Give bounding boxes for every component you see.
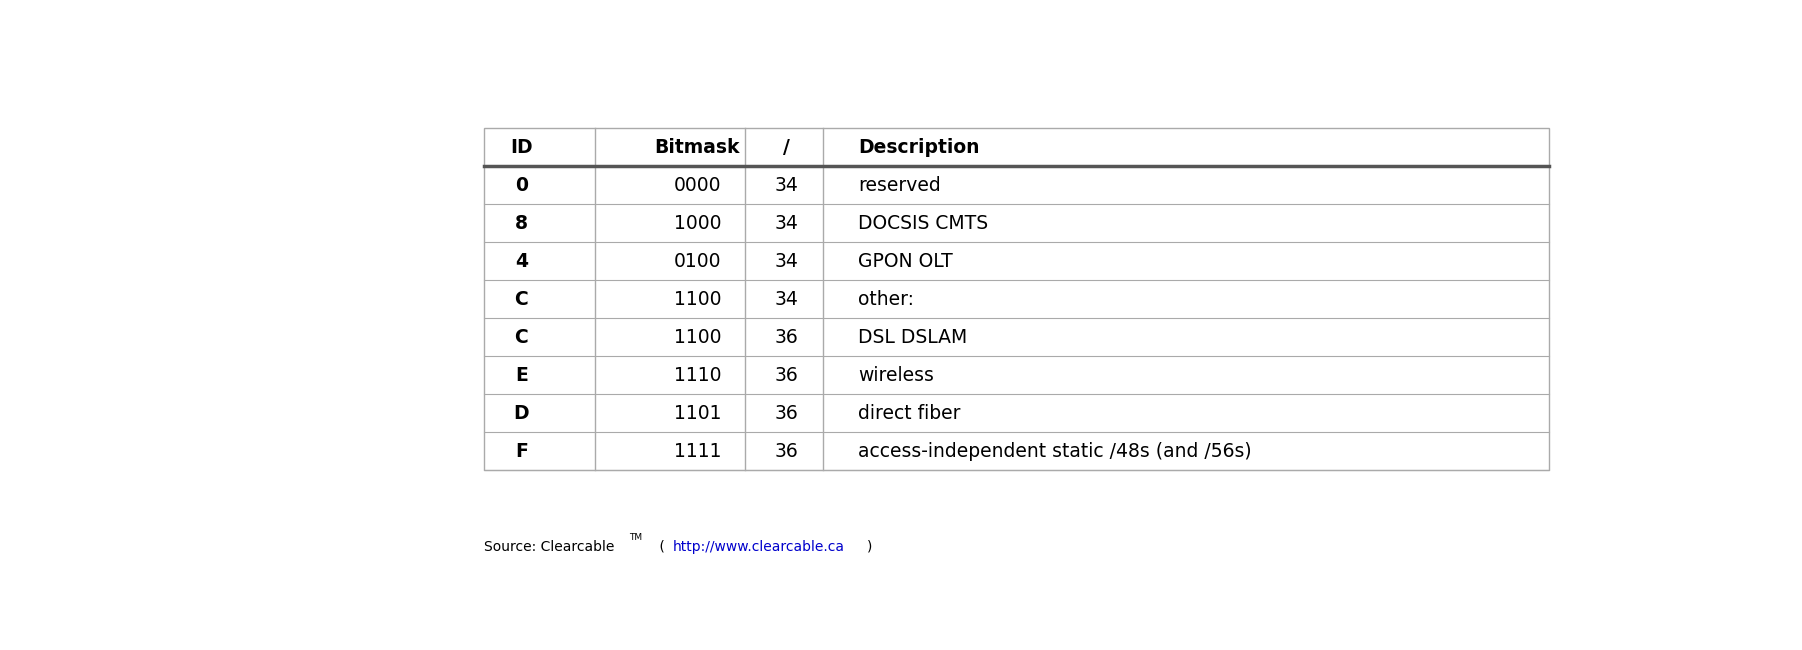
Text: 0100: 0100 <box>674 252 721 270</box>
Text: 34: 34 <box>775 252 798 270</box>
Text: 34: 34 <box>775 290 798 309</box>
Text: 36: 36 <box>775 442 798 461</box>
Text: direct fiber: direct fiber <box>858 404 960 423</box>
Bar <box>483 128 1550 471</box>
Text: 36: 36 <box>775 366 798 385</box>
Text: other:: other: <box>858 290 914 309</box>
Text: 34: 34 <box>775 214 798 233</box>
Text: ID: ID <box>510 138 533 157</box>
Text: 1000: 1000 <box>674 214 721 233</box>
Text: TM: TM <box>629 533 643 542</box>
Text: 36: 36 <box>775 404 798 423</box>
Text: 1101: 1101 <box>674 404 721 423</box>
Text: 0: 0 <box>515 176 528 194</box>
Text: GPON OLT: GPON OLT <box>858 252 953 270</box>
Text: 1100: 1100 <box>674 328 721 346</box>
Text: Bitmask: Bitmask <box>654 138 741 157</box>
Text: C: C <box>514 328 528 346</box>
Text: DOCSIS CMTS: DOCSIS CMTS <box>858 214 987 233</box>
Text: DSL DSLAM: DSL DSLAM <box>858 328 968 346</box>
Text: Source: Clearcable: Source: Clearcable <box>483 540 614 554</box>
Text: E: E <box>515 366 528 385</box>
Text: D: D <box>514 404 530 423</box>
Text: wireless: wireless <box>858 366 933 385</box>
Text: 36: 36 <box>775 328 798 346</box>
Text: C: C <box>514 290 528 309</box>
Text: reserved: reserved <box>858 176 941 194</box>
Text: /: / <box>784 138 789 157</box>
Text: access-independent static /48s (and /56s): access-independent static /48s (and /56s… <box>858 442 1252 461</box>
Text: 34: 34 <box>775 176 798 194</box>
Text: (: ( <box>654 540 665 554</box>
Text: F: F <box>515 442 528 461</box>
Text: 8: 8 <box>515 214 528 233</box>
Text: 1111: 1111 <box>674 442 721 461</box>
Text: ): ) <box>867 540 872 554</box>
Text: 4: 4 <box>515 252 528 270</box>
Text: Description: Description <box>858 138 980 157</box>
Text: 1100: 1100 <box>674 290 721 309</box>
Text: 1110: 1110 <box>674 366 721 385</box>
Text: http://www.clearcable.ca: http://www.clearcable.ca <box>672 540 845 554</box>
Text: 0000: 0000 <box>674 176 721 194</box>
